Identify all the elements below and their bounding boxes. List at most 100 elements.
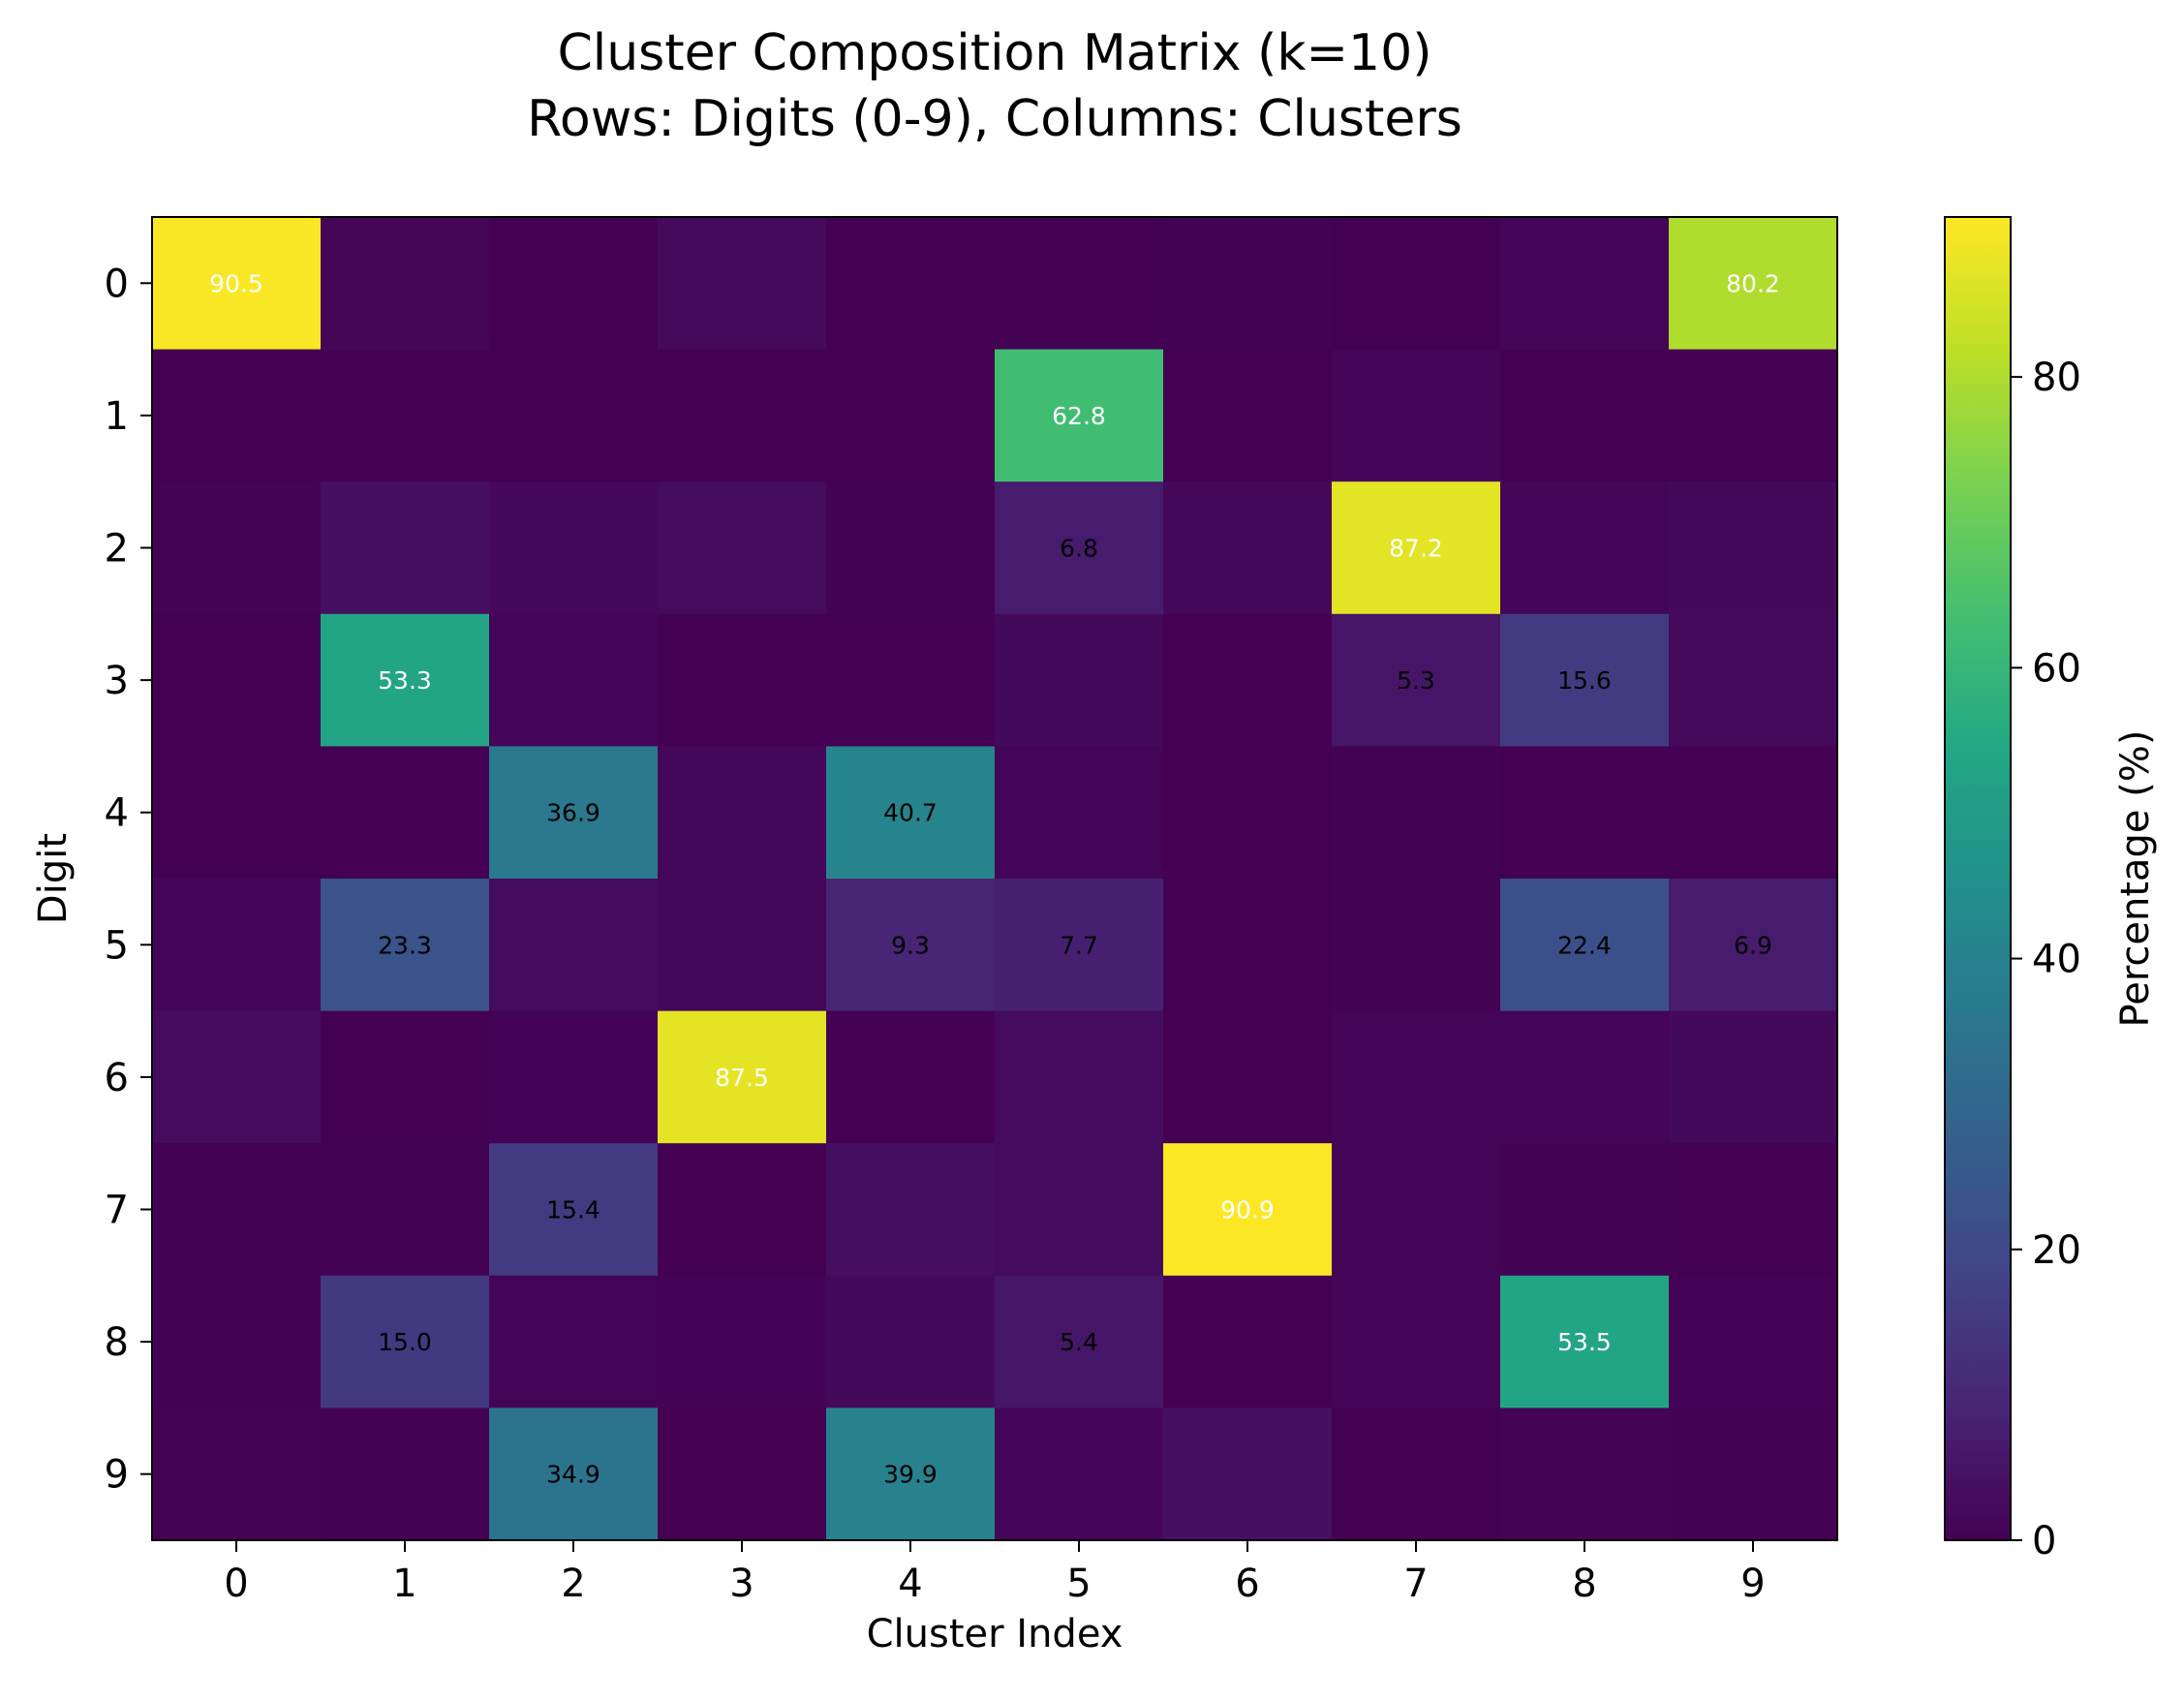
heatmap-cell [658,1010,827,1144]
cell-value-label: 6.9 [1734,931,1772,959]
cell-value-label: 6.8 [1060,535,1098,563]
heatmap-cell [826,481,996,615]
cell-value-label: 40.7 [883,799,938,827]
heatmap-cell [995,879,1164,1012]
y-tick-label: 3 [105,659,129,703]
heatmap-cell [1332,613,1501,747]
heatmap-cell [995,613,1164,747]
heatmap-cell [1669,349,1838,482]
heatmap-cell [826,349,996,482]
heatmap-cells [152,217,1838,1541]
heatmap-cell [1163,349,1333,482]
heatmap-cell [152,1275,322,1408]
x-tick-label: 5 [1066,1562,1091,1606]
colorbar-label: Percentage (%) [2113,730,2158,1028]
y-tick-label: 4 [105,791,129,836]
cell-value-label: 15.0 [378,1328,432,1356]
heatmap-cell [995,217,1164,351]
cell-value-label: 39.9 [883,1461,938,1489]
cell-value-label: 22.4 [1557,931,1612,959]
heatmap-cell [1332,217,1501,351]
heatmap-cell [1669,217,1838,351]
heatmap-cell [152,879,322,1012]
y-tick-label: 7 [105,1189,129,1233]
heatmap-cell [1163,746,1333,880]
y-tick-label: 8 [105,1320,129,1365]
heatmap-cell [1500,746,1670,880]
x-axis-label: Cluster Index [867,1612,1123,1656]
heatmap-cell [1669,1275,1838,1408]
heatmap-cell [321,349,490,482]
heatmap-cell [995,1408,1164,1541]
heatmap-cell [1332,1408,1501,1541]
x-tick-label: 1 [392,1562,416,1606]
heatmap-cell [1669,1010,1838,1144]
heatmap-cell [489,1408,659,1541]
heatmap-cell [1163,1408,1333,1541]
y-tick-label: 6 [105,1056,129,1100]
heatmap-cell [321,879,490,1012]
cell-value-label: 7.7 [1060,931,1098,959]
cell-value-label: 9.3 [891,931,930,959]
heatmap-cell [1669,746,1838,880]
heatmap-cell [995,349,1164,482]
y-tick-label: 0 [105,262,129,306]
y-tick-label: 9 [105,1453,129,1498]
heatmap-cell [1500,1010,1670,1144]
cell-value-label: 53.5 [1557,1328,1612,1356]
heatmap-cell [152,349,322,482]
cell-value-label: 62.8 [1052,402,1106,430]
colorbar-tick-label: 0 [2032,1519,2056,1563]
x-tick-label: 4 [898,1562,922,1606]
heatmap-cell [1669,879,1838,1012]
heatmap-cell [826,217,996,351]
heatmap-cell [152,1010,322,1144]
heatmap-cell [489,613,659,747]
heatmap-cell [321,1408,490,1541]
colorbar-tick-label: 80 [2032,356,2081,400]
heatmap-cell [826,1408,996,1541]
x-tick-label: 2 [561,1562,585,1606]
heatmap-cell [995,746,1164,880]
x-tick-label: 8 [1572,1562,1596,1606]
heatmap-cell [489,746,659,880]
heatmap-cell [1500,1408,1670,1541]
heatmap-cell [152,217,322,351]
heatmap-cell [826,613,996,747]
colorbar-tick-label: 20 [2032,1228,2081,1273]
heatmap-cell [1500,481,1670,615]
x-axis-ticks: 0 1 2 3 4 5 6 7 8 9 [224,1540,1766,1606]
heatmap-cell [826,879,996,1012]
cell-value-label: 5.3 [1397,666,1435,695]
heatmap-cell [1669,613,1838,747]
cell-value-label: 5.4 [1060,1328,1098,1356]
heatmap-cell [489,349,659,482]
heatmap-cell [1163,879,1333,1012]
cell-value-label: 80.2 [1726,269,1780,297]
colorbar-tick-label: 40 [2032,938,2081,982]
heatmap-cell [1500,217,1670,351]
heatmap-cell [1163,481,1333,615]
plot-frame [151,216,1838,1541]
heatmap-cell [321,1275,490,1408]
heatmap-cell [1332,1010,1501,1144]
heatmap-cell [321,613,490,747]
heatmap-cell [1332,349,1501,482]
cell-value-label: 15.6 [1557,666,1612,695]
colorbar [1944,216,2012,1541]
heatmap-cell [826,746,996,880]
heatmap-cell [321,1143,490,1277]
heatmap-cell [321,1010,490,1144]
heatmap-cell [995,1143,1164,1277]
heatmap-cell [489,217,659,351]
heatmap-cell-labels: 90.5 80.2 62.8 6.8 87.2 53.3 5.3 15.6 36.9 40.7 23… [209,269,1780,1488]
heatmap-cell [1332,481,1501,615]
heatmap-cell [1500,613,1670,747]
heatmap-cell [1669,1408,1838,1541]
cell-value-label: 34.9 [546,1461,600,1489]
cell-value-label: 53.3 [378,666,432,695]
heatmap-cell [1163,1275,1333,1408]
x-tick-label: 9 [1740,1562,1765,1606]
heatmap-cell [1500,1275,1670,1408]
cell-value-label: 90.9 [1220,1196,1275,1224]
